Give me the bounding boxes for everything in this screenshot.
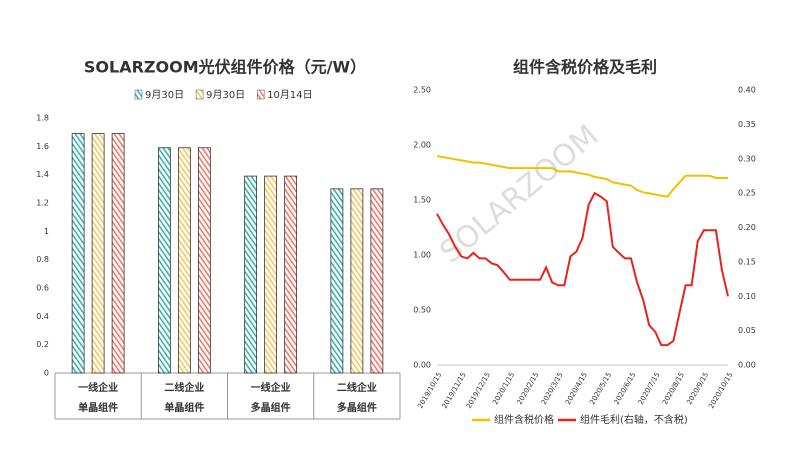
chart-title: SOLARZOOM光伏组件价格（元/W）	[84, 58, 366, 77]
x-tick-label: 二线企业	[337, 381, 377, 394]
bar	[111, 133, 125, 374]
x-tick-label: 二线企业	[164, 381, 204, 394]
legend-label: 组件毛利(右轴，不含税)	[580, 413, 688, 426]
y-tick-label: 0.2	[36, 340, 49, 349]
y2-tick-label: 0.05	[738, 326, 756, 335]
y2-tick-label: 0.10	[738, 292, 756, 301]
chart-title: 组件含税价格及毛利	[513, 58, 657, 77]
x-tick-label: 2020/4/15	[564, 371, 589, 406]
bar	[264, 175, 278, 374]
bar	[370, 188, 384, 374]
legend-label: 10月14日	[267, 89, 312, 101]
y-tick-label: 2.50	[413, 86, 431, 95]
x-tick-label: 2020/8/15	[661, 371, 686, 406]
bar	[71, 133, 85, 374]
legend-label: 组件含税价格	[494, 413, 554, 426]
bar	[350, 188, 364, 374]
y-tick-label: 0.50	[413, 306, 431, 315]
y-tick-label: 1	[44, 227, 49, 236]
x-tick-label: 2019/11/15	[441, 371, 468, 410]
y2-tick-label: 0.15	[738, 257, 756, 266]
y-tick-label: 2.00	[413, 141, 431, 150]
bar	[197, 147, 211, 374]
x-tick-sublabel: 多晶组件	[251, 401, 291, 414]
y-tick-label: 0.8	[36, 255, 49, 264]
y2-tick-label: 0.20	[738, 223, 756, 232]
y-tick-label: 0.6	[36, 284, 49, 293]
y-tick-label: 1.4	[36, 170, 49, 179]
legend-swatch	[195, 89, 204, 100]
line	[436, 191, 729, 347]
legend-swatch	[256, 89, 265, 100]
x-tick-label: 2020/3/15	[540, 371, 565, 406]
x-tick-label: 2020/2/15	[516, 371, 541, 406]
y-tick-label: 0.4	[36, 312, 49, 321]
x-tick-label: 一线企业	[251, 381, 291, 394]
y-tick-label: 0	[44, 369, 49, 378]
x-tick-label: 2020/5/15	[588, 371, 613, 406]
x-tick-label: 2019/10/15	[416, 371, 443, 410]
y-tick-label: 1.2	[36, 199, 49, 208]
x-tick-label: 2020/10/15	[707, 371, 734, 410]
x-tick-label: 2020/6/15	[613, 371, 638, 406]
bar	[157, 147, 171, 374]
legend-label: 9月30日	[145, 89, 184, 101]
bar	[91, 133, 105, 374]
y2-tick-label: 0.40	[738, 86, 756, 95]
bar	[330, 188, 344, 374]
x-tick-label: 2020/9/15	[685, 371, 710, 406]
legend-swatch	[134, 89, 143, 100]
y2-tick-label: 0.35	[738, 120, 756, 129]
bar	[284, 175, 298, 374]
x-tick-sublabel: 多晶组件	[337, 401, 377, 414]
x-tick-label: 2019/12/15	[465, 371, 492, 410]
x-tick-label: 2020/7/15	[637, 371, 662, 406]
x-tick-label: 一线企业	[78, 381, 118, 394]
line	[436, 155, 728, 198]
y-tick-label: 1.00	[413, 251, 431, 260]
y-tick-label: 1.6	[36, 142, 49, 151]
x-tick-sublabel: 单晶组件	[164, 401, 204, 414]
watermark: SOLARZOOM	[433, 118, 605, 270]
y-tick-label: 0.00	[413, 361, 431, 370]
y2-tick-label: 0.25	[738, 189, 756, 198]
y2-tick-label: 0.00	[738, 361, 756, 370]
x-tick-label: 2020/1/15	[491, 371, 516, 406]
bar	[177, 147, 191, 374]
bar	[244, 175, 258, 374]
y-tick-label: 1.50	[413, 196, 431, 205]
y-tick-label: 1.8	[36, 114, 49, 123]
y2-tick-label: 0.30	[738, 154, 756, 163]
legend-label: 9月30日	[206, 89, 245, 101]
x-tick-sublabel: 单晶组件	[78, 401, 118, 414]
